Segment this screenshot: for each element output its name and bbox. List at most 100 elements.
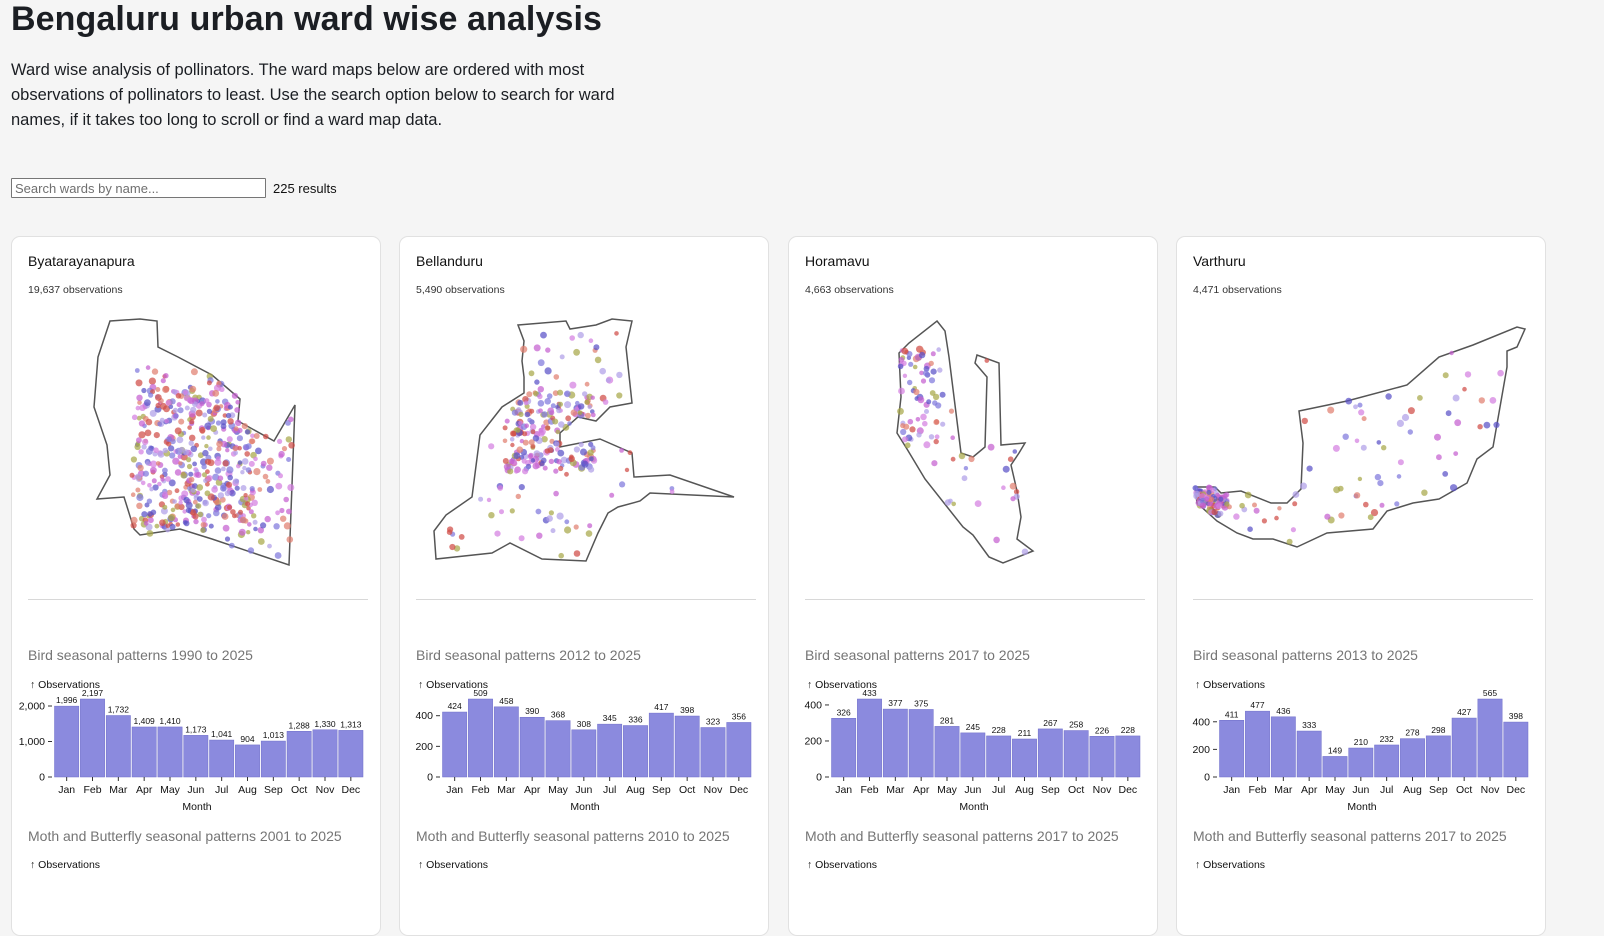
observation-dot bbox=[627, 450, 633, 456]
observation-dot bbox=[1247, 526, 1253, 532]
observation-dot bbox=[136, 437, 142, 444]
observation-dot bbox=[207, 415, 214, 422]
bar-value-label: 210 bbox=[1354, 737, 1368, 747]
observation-dot bbox=[266, 464, 273, 471]
observation-dot bbox=[528, 370, 535, 377]
observation-dot bbox=[518, 535, 525, 542]
observation-dot bbox=[1353, 404, 1358, 410]
x-tick-label: Mar bbox=[497, 784, 516, 796]
observation-dot bbox=[568, 455, 575, 462]
observation-dot bbox=[135, 405, 141, 411]
y-tick-label: 400 bbox=[1192, 716, 1210, 728]
bird-chart-title: Bird seasonal patterns 2017 to 2025 bbox=[805, 647, 1030, 663]
observation-dot bbox=[502, 458, 509, 464]
observation-dot bbox=[215, 399, 220, 404]
observation-dot bbox=[541, 411, 548, 418]
ward-map[interactable] bbox=[12, 307, 382, 577]
observation-dot bbox=[1300, 482, 1307, 490]
observation-dot bbox=[1010, 496, 1016, 502]
observation-dot bbox=[560, 456, 568, 464]
observation-dot bbox=[1199, 502, 1206, 509]
observation-dot bbox=[544, 448, 550, 454]
observation-dot bbox=[963, 466, 969, 471]
bar bbox=[1012, 738, 1037, 778]
ward-map[interactable] bbox=[400, 307, 770, 577]
observation-dot bbox=[181, 490, 189, 498]
observation-dot bbox=[188, 440, 194, 446]
observation-dot bbox=[494, 530, 501, 537]
observation-dot bbox=[178, 495, 184, 501]
observation-dot bbox=[204, 490, 211, 497]
observation-dot bbox=[192, 513, 199, 520]
observation-dot bbox=[602, 399, 609, 405]
observation-dot bbox=[241, 423, 248, 430]
observation-dot bbox=[573, 550, 581, 557]
x-tick-label: Jul bbox=[603, 784, 616, 796]
x-tick-label: Sep bbox=[264, 784, 283, 796]
observation-dot bbox=[142, 438, 149, 446]
observation-dot bbox=[909, 426, 916, 433]
observation-dot bbox=[247, 547, 255, 554]
observation-dot bbox=[599, 367, 606, 375]
observation-dot bbox=[533, 344, 541, 352]
observation-dot bbox=[557, 389, 564, 396]
observation-dot bbox=[1353, 492, 1361, 499]
bar bbox=[338, 730, 364, 778]
observation-dot bbox=[1239, 502, 1245, 509]
observation-dot bbox=[205, 481, 210, 487]
observation-dot bbox=[567, 421, 572, 426]
observation-dot bbox=[190, 445, 198, 453]
observation-dot bbox=[575, 400, 580, 406]
ward-card[interactable]: Varthuru 4,471 observations Bird seasona… bbox=[1176, 236, 1546, 936]
observation-dot bbox=[213, 384, 221, 392]
observation-dot bbox=[165, 399, 172, 406]
x-tick-label: Dec bbox=[1118, 784, 1137, 796]
ward-card[interactable]: Bellanduru 5,490 observations Bird seaso… bbox=[399, 236, 769, 936]
ward-map[interactable] bbox=[789, 307, 1159, 577]
ward-map[interactable] bbox=[1177, 307, 1547, 577]
observation-dot bbox=[144, 429, 152, 437]
observation-dot bbox=[138, 431, 146, 439]
x-axis-title: Month bbox=[959, 801, 988, 813]
observation-dot bbox=[137, 464, 144, 472]
x-tick-label: Nov bbox=[1093, 784, 1112, 796]
observation-dot bbox=[237, 445, 242, 451]
bar-value-label: 1,330 bbox=[314, 719, 336, 729]
observation-dot bbox=[919, 347, 924, 352]
observation-dot bbox=[533, 391, 539, 397]
observation-dot bbox=[236, 435, 243, 442]
observation-dot bbox=[619, 481, 626, 488]
y-tick-label: 0 bbox=[816, 772, 822, 784]
y-tick-label: 0 bbox=[39, 772, 45, 784]
observation-dot bbox=[931, 460, 938, 467]
observation-dot bbox=[934, 434, 940, 440]
observation-dot bbox=[134, 368, 140, 373]
observation-dot bbox=[564, 526, 572, 534]
y-tick-label: 1,000 bbox=[19, 736, 45, 748]
observation-dot bbox=[266, 457, 274, 465]
ward-card[interactable]: Horamavu 4,663 observations Bird seasona… bbox=[788, 236, 1158, 936]
ward-name: Byatarayanapura bbox=[28, 253, 135, 269]
y-tick-label: 0 bbox=[427, 772, 433, 784]
search-input[interactable] bbox=[11, 178, 266, 198]
observation-dot bbox=[1233, 513, 1240, 520]
observation-dot bbox=[152, 484, 159, 491]
bar bbox=[1037, 728, 1063, 778]
observation-dot bbox=[135, 487, 141, 493]
observation-dot bbox=[222, 524, 230, 532]
x-tick-label: Jan bbox=[835, 784, 852, 796]
x-tick-label: Feb bbox=[83, 784, 101, 796]
bar-value-label: 424 bbox=[448, 701, 462, 711]
observation-dot bbox=[509, 437, 515, 442]
bar bbox=[700, 727, 726, 778]
x-tick-label: Aug bbox=[1015, 784, 1034, 796]
observation-dot bbox=[286, 536, 294, 543]
observation-dot bbox=[246, 505, 251, 511]
observation-dot bbox=[552, 418, 559, 425]
observation-dot bbox=[928, 377, 936, 384]
x-tick-label: Aug bbox=[1403, 784, 1422, 796]
ward-card[interactable]: Byatarayanapura 19,637 observations Bird… bbox=[11, 236, 381, 936]
observation-dot bbox=[146, 530, 154, 537]
observation-dot bbox=[221, 513, 229, 520]
observation-dot bbox=[135, 379, 143, 387]
